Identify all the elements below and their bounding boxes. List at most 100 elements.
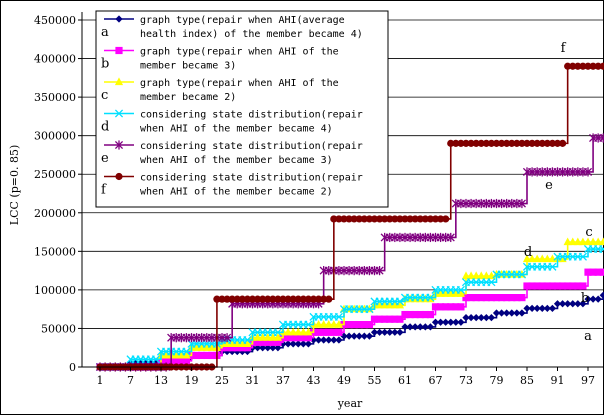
data-point: [431, 215, 440, 223]
legend-entry-b: b graph type(repair when AHI of the member…: [101, 47, 339, 72]
legend-tag: a: [101, 25, 109, 40]
data-point: [564, 62, 572, 70]
data-point: [583, 167, 593, 177]
marker-stroke: [243, 335, 252, 345]
data-point: [436, 303, 445, 311]
legend-entry-e: e considering state distribution(repair wh…: [101, 140, 363, 166]
data-point: [182, 350, 191, 359]
data-point: [416, 310, 424, 319]
data-point: [192, 351, 201, 360]
data-point: [518, 139, 526, 147]
data-point: [233, 344, 241, 352]
data-point: [599, 133, 604, 143]
data-point: [569, 300, 577, 308]
data-point: [574, 282, 582, 290]
data-point: [447, 318, 455, 326]
marker-stroke: [334, 312, 343, 321]
data-point: [345, 320, 353, 329]
data-point: [599, 237, 604, 246]
data-point: [375, 266, 384, 276]
data-point: [579, 282, 587, 290]
data-point: [426, 215, 435, 223]
data-point: [492, 139, 501, 147]
data-point: [538, 139, 546, 147]
series-tag-b: b: [581, 291, 589, 306]
legend-tag: c: [101, 88, 108, 103]
data-point: [594, 268, 602, 276]
legend-label-line: graph type(repair when AHI of the: [140, 78, 339, 89]
data-point: [386, 215, 394, 223]
data-point: [548, 139, 557, 147]
data-point: [279, 295, 287, 303]
legend-label-line: considering state distribution(repair: [140, 110, 363, 121]
legend-tag: f: [101, 183, 107, 198]
data-point: [411, 323, 419, 331]
legend-label-line: when AHI of the member became 4): [140, 124, 333, 135]
data-point: [350, 320, 358, 329]
legend-box: [95, 10, 389, 208]
data-point: [320, 295, 328, 303]
data-point: [370, 215, 379, 223]
data-point: [330, 336, 338, 344]
data-point: [355, 215, 363, 223]
data-point: [264, 295, 272, 303]
data-point: [335, 215, 343, 223]
data-point: [395, 297, 404, 306]
data-point: [365, 332, 374, 340]
data-point: [370, 315, 379, 323]
data-point: [482, 294, 490, 302]
data-point: [274, 295, 282, 303]
data-point: [467, 314, 475, 322]
data-point: [274, 338, 282, 346]
data-point: [243, 335, 252, 345]
data-point: [253, 295, 262, 303]
data-point: [564, 282, 572, 290]
data-point: [579, 62, 587, 70]
data-point: [330, 215, 338, 223]
data-point: [284, 334, 292, 342]
data-point: [477, 294, 485, 302]
data-point: [431, 303, 440, 311]
data-point: [426, 293, 435, 302]
data-point: [177, 357, 185, 365]
data-point: [365, 320, 374, 329]
data-point: [431, 318, 440, 326]
x-tick-label: 91: [551, 374, 565, 387]
x-tick-label: 31: [246, 374, 260, 387]
data-point: [391, 315, 399, 323]
data-point: [334, 319, 344, 328]
data-point: [548, 262, 557, 271]
data-point: [569, 282, 577, 290]
data-point: [503, 294, 511, 302]
marker-stroke: [426, 293, 435, 302]
data-point: [228, 347, 236, 356]
legend-entry-c: c graph type(repair when AHI of the member…: [101, 77, 339, 103]
x-tick-label: 37: [276, 374, 290, 387]
data-point: [248, 295, 257, 303]
series-tag-a: a: [584, 329, 592, 344]
data-point: [314, 295, 323, 303]
series-d: [95, 244, 604, 372]
data-point: [320, 336, 328, 344]
data-point: [396, 215, 404, 223]
data-point: [553, 282, 562, 290]
marker-stroke: [395, 297, 404, 306]
data-point: [395, 300, 405, 309]
data-point: [401, 323, 409, 331]
y-tick-label: 250000: [34, 168, 76, 181]
data-point: [289, 334, 297, 342]
legend-label-line: health index) of the member became 4): [140, 29, 363, 40]
legend-label-line: when AHI of the member became 2): [140, 187, 333, 198]
data-point: [492, 294, 501, 302]
data-point: [309, 295, 318, 303]
series-tag-e: e: [545, 178, 553, 193]
data-point: [284, 340, 292, 348]
data-point: [447, 139, 455, 147]
data-point: [457, 139, 465, 147]
data-point: [299, 340, 307, 348]
data-point: [406, 215, 414, 223]
data-point: [350, 332, 358, 340]
x-tick-label: 55: [368, 374, 382, 387]
x-tick-label: 79: [490, 374, 504, 387]
legend-entry-d: d considering state distribution(repair wh…: [101, 109, 363, 135]
